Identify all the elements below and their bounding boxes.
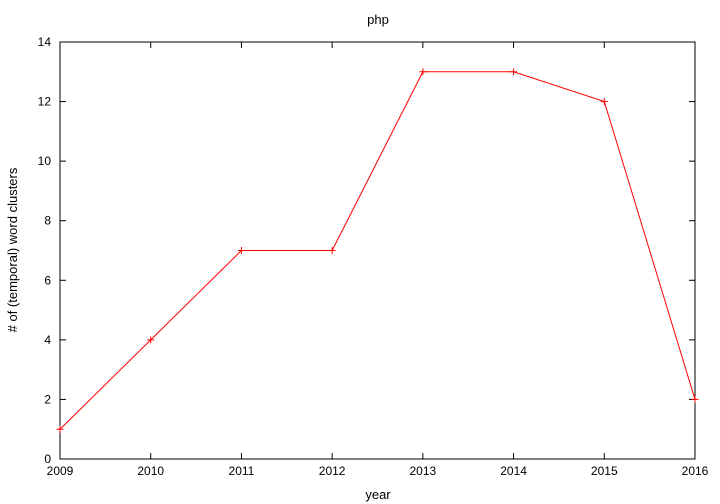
data-point bbox=[147, 336, 155, 344]
data-point bbox=[237, 247, 245, 254]
x-tick-label: 2009 bbox=[47, 464, 74, 478]
data-point bbox=[510, 68, 518, 76]
x-axis-label: year bbox=[365, 487, 391, 502]
plot-frame bbox=[59, 41, 696, 460]
x-tick-label: 2010 bbox=[137, 464, 164, 478]
data-point bbox=[691, 395, 699, 403]
y-tick-label: 12 bbox=[38, 95, 52, 109]
x-tick-label: 2016 bbox=[682, 464, 709, 478]
x-tick-label: 2013 bbox=[410, 464, 437, 478]
series-line-php bbox=[59, 71, 696, 430]
y-tick-label: 10 bbox=[38, 154, 52, 168]
y-tick-label: 0 bbox=[44, 452, 51, 466]
y-tick-label: 2 bbox=[44, 392, 51, 406]
x-tick-label: 2014 bbox=[500, 464, 527, 478]
chart-title: php bbox=[367, 12, 389, 27]
data-point bbox=[419, 68, 427, 76]
data-point bbox=[328, 247, 336, 254]
x-tick-label: 2011 bbox=[229, 464, 255, 478]
y-axis-label: # of (temporal) word clusters bbox=[5, 167, 20, 332]
data-point bbox=[600, 98, 608, 106]
y-tick-label: 8 bbox=[44, 214, 51, 228]
x-tick-label: 2015 bbox=[591, 464, 618, 478]
y-tick-label: 4 bbox=[44, 333, 51, 347]
series-layer bbox=[56, 68, 699, 433]
x-axis: 2009 2010 2011 2012 2013 2014 2015 2016 bbox=[47, 42, 709, 478]
x-tick-label: 2012 bbox=[319, 464, 346, 478]
data-point bbox=[56, 425, 64, 433]
y-tick-label: 6 bbox=[44, 273, 51, 287]
y-axis: 0 2 4 6 8 10 12 14 bbox=[38, 35, 695, 466]
y-tick-label: 14 bbox=[38, 35, 52, 49]
